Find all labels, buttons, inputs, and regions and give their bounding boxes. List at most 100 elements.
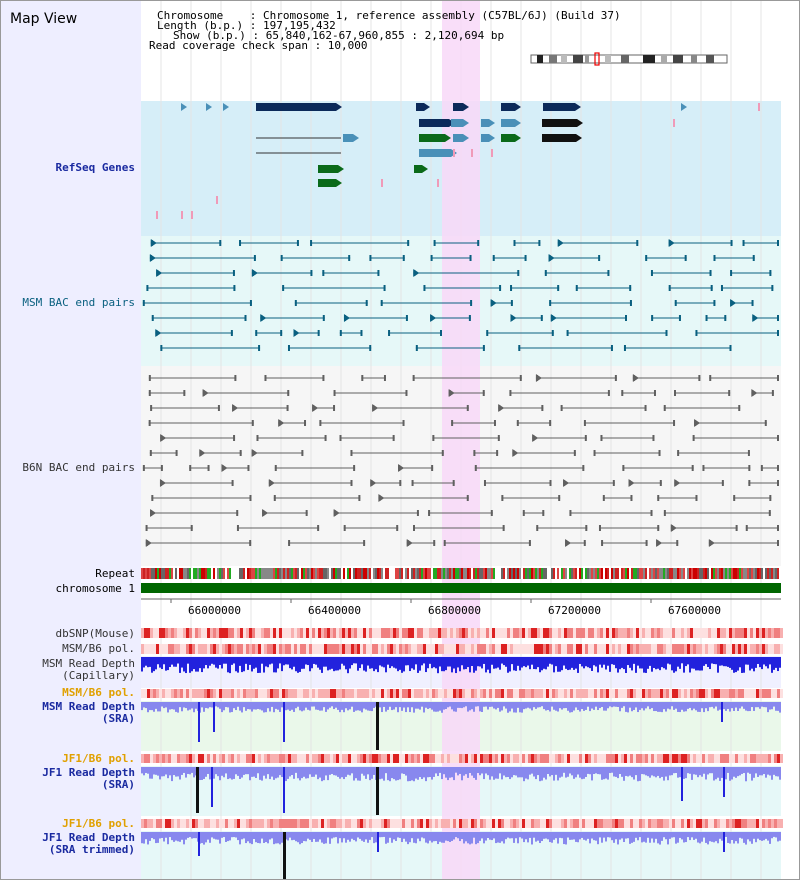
track-label-refseq[interactable]: RefSeq Genes bbox=[55, 161, 135, 174]
dbsnp-density-bar bbox=[678, 628, 681, 638]
msm-capillary-depth bbox=[275, 657, 277, 673]
repeat-element bbox=[349, 568, 351, 579]
msm-capillary-depth bbox=[549, 657, 551, 664]
dbsnp-density-bar bbox=[462, 628, 465, 638]
repeat-element bbox=[417, 568, 419, 579]
gene-model bbox=[481, 119, 489, 127]
msm-capillary-depth bbox=[725, 657, 727, 667]
jf1-polymorphism-bar-2 bbox=[225, 819, 228, 828]
b6n-bac-pair bbox=[777, 540, 779, 546]
jf1-sra-depth bbox=[529, 767, 531, 775]
jf1-polymorphism-bar-2 bbox=[711, 819, 714, 828]
jf1-polymorphism-bar bbox=[639, 754, 642, 763]
msm-sra-depth bbox=[219, 702, 221, 709]
jf1-trim-depth bbox=[229, 832, 231, 841]
repeat-element bbox=[233, 568, 235, 579]
jf1-trim-depth bbox=[313, 832, 315, 839]
msm-polymorphism-bar bbox=[264, 644, 267, 654]
msm-polymorphism-bar-2 bbox=[411, 689, 414, 698]
msm-bac-pair bbox=[258, 345, 261, 351]
msm-polymorphism-bar-2 bbox=[618, 689, 621, 698]
msm-polymorphism-bar bbox=[747, 644, 750, 654]
track-label-jf1-b6-pol[interactable]: JF1/B6 pol. bbox=[62, 752, 135, 765]
msm-sra-depth bbox=[265, 702, 267, 713]
msm-sra-depth bbox=[779, 702, 781, 713]
repeat-element bbox=[175, 568, 177, 579]
msm-polymorphism-bar bbox=[228, 644, 231, 654]
jf1-sra-depth bbox=[743, 767, 745, 774]
msm-polymorphism-bar bbox=[345, 644, 348, 654]
track-label-msm-b6-pol[interactable]: MSM/B6 pol. bbox=[62, 642, 135, 655]
jf1-trim-depth bbox=[251, 832, 253, 845]
track-label-msm-depth-sra[interactable]: MSM Read Depth (SRA) bbox=[42, 700, 135, 725]
track-label-jf1-depth-trim[interactable]: JF1 Read Depth (SRA trimmed) bbox=[42, 831, 135, 856]
track-label-msm-b6-pol-2[interactable]: MSM/B6 pol. bbox=[62, 686, 135, 699]
length-line: Length (b.p.) : 197,195,432 bbox=[157, 19, 336, 32]
dbsnp-density-bar bbox=[168, 628, 171, 638]
repeat-element bbox=[541, 568, 543, 579]
msm-capillary-depth bbox=[249, 657, 251, 665]
track-label-dbsnp[interactable]: dbSNP(Mouse) bbox=[55, 627, 135, 640]
track-label-msm-bac[interactable]: MSM BAC end pairs bbox=[22, 296, 135, 309]
repeat-element bbox=[531, 568, 533, 579]
jf1-sra-depth bbox=[613, 767, 615, 777]
repeat-element bbox=[247, 568, 249, 579]
msm-bac-pair bbox=[538, 240, 541, 246]
jf1-sra-depth bbox=[733, 767, 735, 777]
jf1-polymorphism-bar-2 bbox=[753, 819, 756, 828]
jf1-trim-depth bbox=[625, 832, 627, 839]
jf1-polymorphism-bar bbox=[402, 754, 405, 763]
jf1-trim-depth bbox=[339, 832, 341, 839]
jf1-sra-depth bbox=[533, 767, 535, 777]
track-label-jf1-depth-sra[interactable]: JF1 Read Depth (SRA) bbox=[42, 766, 135, 791]
b6n-bac-pair bbox=[632, 374, 639, 382]
jf1-polymorphism-bar-2 bbox=[297, 819, 300, 828]
msm-sra-depth bbox=[673, 702, 675, 710]
track-label-msm-depth-capillary[interactable]: MSM Read Depth (Capillary) bbox=[42, 657, 135, 682]
msm-polymorphism-bar bbox=[324, 644, 327, 654]
jf1-trim-depth bbox=[593, 832, 595, 841]
dbsnp-density-bar bbox=[681, 628, 684, 638]
jf1-sra-depth bbox=[427, 767, 429, 778]
b6n-bac-pair bbox=[771, 390, 774, 396]
msm-capillary-depth bbox=[733, 657, 735, 673]
msm-sra-depth bbox=[761, 702, 763, 707]
jf1-sra-depth bbox=[483, 767, 485, 780]
jf1-polymorphism-bar-2 bbox=[741, 819, 744, 828]
msm-sra-depth bbox=[163, 702, 165, 709]
jf1-sra-depth bbox=[605, 767, 607, 779]
msm-polymorphism-bar-2 bbox=[285, 689, 288, 698]
b6n-bac-pair bbox=[698, 375, 701, 381]
repeat-element bbox=[489, 568, 491, 579]
msm-capillary-depth bbox=[161, 657, 163, 670]
msm-capillary-depth bbox=[555, 657, 557, 667]
jf1-trim-depth bbox=[413, 832, 415, 843]
msm-sra-depth bbox=[317, 702, 319, 710]
msm-capillary-depth bbox=[765, 657, 767, 667]
msm-polymorphism-bar-2 bbox=[258, 689, 261, 698]
jf1-sra-depth bbox=[355, 767, 357, 779]
msm-polymorphism-bar-2 bbox=[255, 689, 258, 698]
jf1-polymorphism-bar-2 bbox=[264, 819, 267, 828]
track-label-b6n-bac[interactable]: B6N BAC end pairs bbox=[22, 461, 135, 474]
msm-polymorphism-bar-2 bbox=[474, 689, 477, 698]
dbsnp-density-bar bbox=[339, 628, 342, 638]
msm-sra-depth bbox=[597, 702, 599, 711]
msm-polymorphism-bar bbox=[471, 644, 474, 654]
dbsnp-density-bar bbox=[237, 628, 240, 638]
msm-sra-depth bbox=[425, 702, 427, 708]
msm-polymorphism-bar bbox=[225, 644, 228, 654]
msm-sra-depth bbox=[243, 702, 245, 708]
msm-capillary-depth bbox=[435, 657, 437, 669]
msm-sra-depth bbox=[173, 702, 175, 710]
msm-polymorphism-bar bbox=[645, 644, 648, 654]
msm-sra-depth bbox=[155, 702, 157, 709]
jf1-polymorphism-bar bbox=[405, 754, 408, 763]
jf1-polymorphism-bar-2 bbox=[606, 819, 609, 828]
repeat-element bbox=[777, 568, 779, 579]
track-label-jf1-b6-pol-2[interactable]: JF1/B6 pol. bbox=[62, 817, 135, 830]
msm-polymorphism-bar-2 bbox=[594, 689, 597, 698]
b6n-bac-pair bbox=[199, 449, 206, 457]
jf1-trim-depth bbox=[497, 832, 499, 843]
